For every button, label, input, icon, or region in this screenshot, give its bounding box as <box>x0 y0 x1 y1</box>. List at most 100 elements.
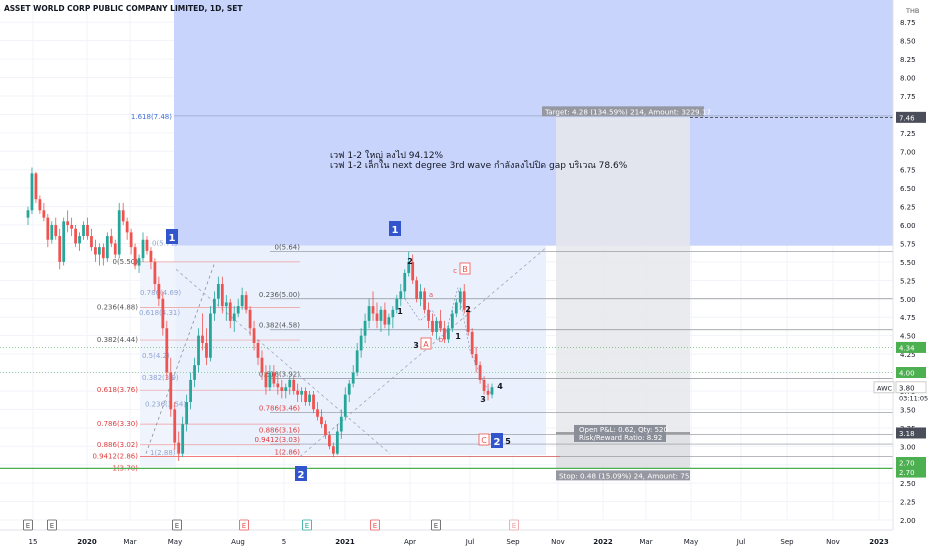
candle-body <box>355 350 359 373</box>
candle-body <box>94 247 97 255</box>
target-zone <box>174 0 893 246</box>
candle-body <box>423 291 426 310</box>
time-tick-label: 2022 <box>593 538 613 546</box>
price-badge-label: 3.80 <box>899 384 915 392</box>
time-tick-label: 5 <box>282 538 286 546</box>
time-tick-label: 2020 <box>77 538 97 546</box>
candle-body <box>292 379 296 391</box>
time-tick-label: May <box>684 538 698 546</box>
price-badge <box>896 427 926 439</box>
candle-body <box>371 306 375 314</box>
time-tick-label: May <box>168 538 182 546</box>
candle-body <box>165 328 169 373</box>
wave-label-lower: b <box>439 336 444 344</box>
candle-body <box>450 313 454 329</box>
price-tick-label: 7.25 <box>900 130 916 138</box>
wave-label-abc: C <box>481 436 487 445</box>
candle-body <box>280 387 284 391</box>
fib-faded-label: 1(2.88) <box>150 449 176 457</box>
candle-body <box>240 295 244 307</box>
fib-faded-label: 0(5.71) <box>152 240 178 248</box>
candle-body <box>474 354 478 366</box>
candle-body <box>363 320 367 336</box>
candle-body <box>125 221 129 233</box>
earnings-marker[interactable] <box>23 519 33 531</box>
price-badge <box>896 466 926 478</box>
candle-body <box>193 365 196 380</box>
wave-label-big-1-box <box>389 221 401 236</box>
price-tick-label: 8.50 <box>900 38 916 46</box>
fib-label-left: 0.236(4.88) <box>97 304 138 312</box>
time-tick-label: 2021 <box>335 538 355 546</box>
candle-body <box>276 383 280 388</box>
earnings-marker[interactable] <box>239 519 249 531</box>
candle-body <box>339 416 343 432</box>
candle-body <box>387 317 391 325</box>
price-tick-label: 4.75 <box>900 314 916 322</box>
candle-body <box>335 431 339 454</box>
currency-label: THB <box>905 7 919 15</box>
price-tick-label: 5.25 <box>900 277 916 285</box>
fib-label: 1(2.86) <box>274 449 300 457</box>
candle-body <box>248 309 252 329</box>
time-tick-label: Sep <box>506 538 520 546</box>
fib-label: 0.786(3.46) <box>259 404 300 412</box>
price-tick-label: 8.75 <box>900 19 916 27</box>
target-label-bg <box>542 106 704 117</box>
candle-body <box>169 372 173 410</box>
candle-body <box>490 387 494 395</box>
price-tick-label: 4.25 <box>900 351 916 359</box>
candle-body <box>244 295 248 310</box>
time-tick-label: Jul <box>736 538 746 546</box>
earnings-marker[interactable] <box>47 519 57 531</box>
candle-body <box>391 309 395 318</box>
price-badge-label: 3.18 <box>899 430 915 438</box>
fib-label: 0.9412(3.03) <box>254 436 300 444</box>
fib-faded-label: 0.382(3.9) <box>142 374 179 382</box>
earnings-marker[interactable] <box>509 519 519 531</box>
target-label: Target: 4.28 (134.59%) 214, Amount: 3229… <box>544 107 711 116</box>
candle-body <box>367 306 371 321</box>
candle-body <box>70 225 74 229</box>
candle-body <box>312 394 315 410</box>
candle-body <box>161 298 165 329</box>
fib-label-left: 0.886(3.02) <box>97 441 138 449</box>
wave-label-lower: c <box>453 267 457 275</box>
candle-body <box>197 335 200 366</box>
price-tick-label: 5.75 <box>900 240 916 248</box>
candle-body <box>189 379 192 403</box>
price-tick-label: 2.00 <box>900 517 916 525</box>
earnings-marker[interactable] <box>172 519 182 531</box>
earnings-marker[interactable] <box>431 519 441 531</box>
fib-faded-label: 0.236(3.54) <box>145 400 186 408</box>
wave-path <box>404 287 493 395</box>
candle-body <box>482 379 486 391</box>
earnings-marker[interactable] <box>370 519 380 531</box>
wave-label-big-2: 2 <box>298 470 305 481</box>
price-tick-label: 5.00 <box>900 296 916 304</box>
candle-body <box>177 442 181 454</box>
candle-body <box>316 409 319 417</box>
fib-label: 0.886(3.16) <box>259 426 300 434</box>
earnings-marker[interactable] <box>302 519 312 531</box>
earnings-marker-label: E <box>175 522 179 530</box>
candle-body <box>232 313 236 321</box>
candle-body <box>133 247 137 266</box>
wave-label-big-1-box <box>166 229 178 244</box>
candle-body <box>288 379 292 388</box>
candle-body <box>443 328 446 340</box>
price-badge-label: 4.34 <box>899 344 915 352</box>
candle-body <box>328 435 331 447</box>
candle-body <box>454 302 458 314</box>
candle-body <box>375 313 379 321</box>
price-badge <box>896 341 926 353</box>
candle-body <box>66 221 70 226</box>
candle-body <box>228 302 232 321</box>
price-tick-label: 3.50 <box>900 406 916 414</box>
position-profit-box <box>556 117 690 433</box>
candle-body <box>113 243 117 255</box>
candle-body <box>42 210 46 218</box>
wave-label-abc: A <box>423 340 429 349</box>
